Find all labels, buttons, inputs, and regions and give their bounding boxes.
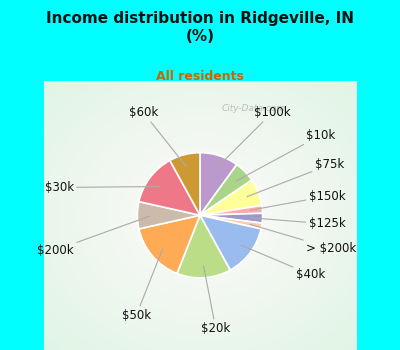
Wedge shape (177, 215, 230, 278)
Text: > $200k: > $200k (250, 224, 356, 255)
Wedge shape (200, 215, 261, 270)
Text: $20k: $20k (201, 266, 230, 335)
Wedge shape (200, 205, 262, 215)
Wedge shape (139, 215, 200, 273)
Text: Income distribution in Ridgeville, IN
(%): Income distribution in Ridgeville, IN (%… (46, 10, 354, 44)
Wedge shape (200, 180, 262, 215)
Wedge shape (200, 213, 262, 223)
Text: $75k: $75k (247, 158, 344, 197)
Wedge shape (200, 153, 237, 215)
Text: City-Data.com: City-Data.com (221, 104, 285, 113)
Text: $150k: $150k (250, 190, 345, 210)
Wedge shape (200, 164, 252, 215)
Text: All residents: All residents (156, 70, 244, 83)
Wedge shape (200, 215, 262, 229)
Text: $100k: $100k (217, 106, 290, 168)
Wedge shape (138, 202, 200, 229)
Text: $125k: $125k (250, 217, 346, 230)
Text: $200k: $200k (37, 216, 150, 257)
Text: $60k: $60k (129, 106, 186, 167)
Text: $30k: $30k (45, 181, 159, 194)
Wedge shape (170, 153, 200, 215)
Wedge shape (139, 160, 200, 215)
Text: $50k: $50k (122, 249, 163, 322)
Text: $10k: $10k (237, 129, 335, 181)
Text: $40k: $40k (241, 245, 325, 281)
